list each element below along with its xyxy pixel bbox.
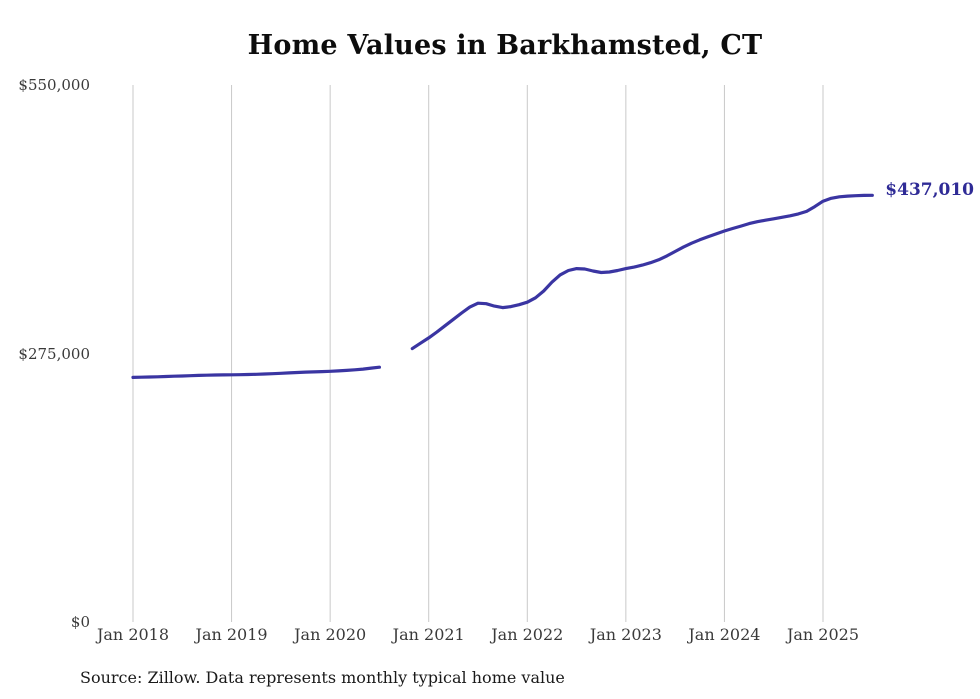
chart-title: Home Values in Barkhamsted, CT — [247, 30, 763, 61]
y-tick-label: $275,000 — [18, 344, 90, 363]
y-tick-label: $550,000 — [18, 76, 90, 94]
x-tick-label: Jan 2019 — [195, 625, 268, 644]
x-tick-label: Jan 2020 — [294, 625, 367, 644]
x-tick-label: Jan 2023 — [589, 625, 662, 644]
series-line — [131, 193, 874, 379]
end-value-label: $437,010 — [885, 180, 974, 201]
y-tick-label: $0 — [70, 613, 90, 631]
source-note: Source: Zillow. Data represents monthly … — [80, 668, 565, 687]
x-tick-label: Jan 2021 — [392, 625, 465, 644]
x-tick-label: Jan 2025 — [786, 625, 860, 644]
x-tick-label: Jan 2022 — [491, 625, 564, 644]
x-tick-label: Jan 2018 — [96, 625, 170, 644]
x-tick-label: Jan 2024 — [688, 625, 761, 644]
